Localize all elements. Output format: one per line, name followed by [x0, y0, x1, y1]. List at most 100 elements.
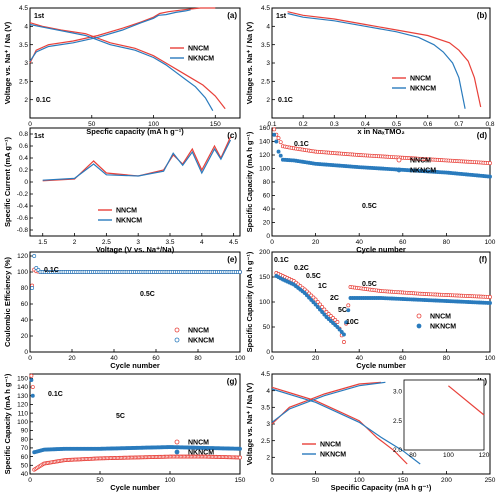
- series-line-nkncm: [287, 12, 466, 109]
- y-tick-label: 20: [263, 220, 271, 227]
- data-point-nkncm: [488, 174, 492, 179]
- data-point-nkncm: [274, 139, 279, 144]
- y-tick-label: 2.5: [261, 438, 270, 445]
- plot-frame: [29, 373, 241, 475]
- legend-label: NNCM: [188, 328, 209, 335]
- data-point-nncm: [29, 373, 34, 378]
- y-axis-label: Coulombic Efficiency (%): [3, 256, 12, 347]
- x-axis-label: Cycle number: [356, 245, 406, 254]
- data-point-nncm: [320, 305, 325, 309]
- legend-swatch: [174, 337, 180, 343]
- x-axis-label: Specific Capacity (mA h g⁻¹): [331, 483, 432, 492]
- y-tick-label: -0.4: [17, 203, 29, 210]
- y-tick-label: 4.5: [261, 371, 270, 378]
- y-tick-label: 0: [24, 349, 28, 356]
- x-tick-label: 60: [399, 355, 407, 362]
- annotation: 2C: [330, 295, 339, 302]
- annotation: 0.5C: [140, 291, 155, 298]
- data-point-nkncm: [30, 393, 35, 398]
- chart-panel-g: 0 50 100 150405060708090100110120130140150C…: [3, 373, 246, 492]
- data-point-nkncm: [32, 254, 37, 258]
- data-point-nncm: [313, 297, 318, 302]
- chart-panel-d: 0 20 40 60 80 100 0 20 40 60 80 100 120 140 160 Cycle n…: [245, 125, 496, 254]
- x-tick-label: 20: [312, 355, 320, 362]
- inset-x-tick-label: 120: [479, 452, 490, 459]
- y-tick-label: 0.4: [19, 155, 28, 162]
- x-axis-label: x in NaₓTMO₂: [357, 127, 404, 136]
- inset-y-tick-label: 2.5: [393, 418, 402, 425]
- data-point-nkncm: [238, 270, 242, 274]
- y-tick-label: 160: [259, 125, 270, 132]
- y-tick-label: 100: [17, 419, 28, 426]
- series-line-nkncm: [29, 9, 191, 62]
- series-line-nkncm: [271, 381, 386, 423]
- y-tick-label: 0: [266, 349, 270, 356]
- y-tick-label: 70: [21, 445, 29, 452]
- x-tick-label: 4.5: [229, 239, 238, 246]
- y-tick-label: 3: [266, 60, 270, 67]
- y-tick-label: 4.5: [261, 5, 270, 12]
- chart-panel-f: 0 20 40 60 80 100 0 50 100 150 200 Cycle number Spec…: [245, 249, 496, 370]
- x-axis-label: Cycle number: [110, 361, 160, 370]
- y-tick-label: 50: [21, 463, 29, 470]
- x-tick-label: 0.4: [361, 121, 370, 128]
- x-tick-label: 80: [194, 355, 202, 362]
- y-tick-label: 50: [263, 324, 271, 331]
- legend-swatch: [416, 313, 422, 319]
- y-tick-label: 80: [21, 285, 29, 292]
- annotation: 10C: [346, 319, 359, 326]
- x-tick-label: 0.6: [423, 121, 432, 128]
- data-point-nkncm: [238, 446, 242, 451]
- data-point-nncm: [346, 303, 351, 308]
- x-tick-label: 150: [397, 477, 408, 484]
- legend-swatch: [396, 157, 402, 163]
- annotation: 0.1C: [48, 391, 63, 398]
- y-tick-label: 120: [259, 152, 270, 159]
- data-point-nkncm: [311, 300, 316, 305]
- legend-label: NKNCM: [188, 56, 214, 63]
- annotation: 1st: [34, 13, 45, 20]
- data-point-nkncm: [307, 295, 312, 300]
- data-point-nkncm: [335, 325, 340, 329]
- y-tick-label: 4: [24, 24, 28, 31]
- x-tick-label: 3: [136, 239, 140, 246]
- y-tick-label: 0.2: [19, 167, 28, 174]
- annotation: 0.5C: [362, 281, 377, 288]
- data-point-nkncm: [304, 293, 309, 298]
- x-tick-label: 0: [28, 477, 32, 484]
- legend-swatch: [174, 327, 180, 333]
- x-tick-label: 250: [485, 477, 496, 484]
- data-point-nncm: [335, 320, 340, 324]
- data-point-nncm: [30, 385, 35, 389]
- y-tick-label: 100: [259, 299, 270, 306]
- y-tick-label: 90: [21, 428, 29, 435]
- x-tick-label: 0: [28, 355, 32, 362]
- x-axis-label: Cycle number: [110, 483, 160, 492]
- legend-label: NKNCM: [116, 218, 142, 225]
- y-tick-label: 130: [17, 393, 28, 400]
- y-tick-label: 60: [21, 301, 29, 308]
- y-axis-label: Voltage vs. Na⁺ / Na (V): [245, 21, 254, 104]
- legend-swatch: [174, 439, 180, 445]
- x-tick-label: 0.8: [485, 121, 494, 128]
- y-tick-label: 60: [263, 193, 271, 200]
- inset-y-tick-label: 3.0: [393, 389, 402, 396]
- y-tick-label: 20: [21, 333, 29, 340]
- x-tick-label: 60: [399, 239, 407, 246]
- y-tick-label: 3.5: [261, 405, 270, 412]
- x-tick-label: 0.2: [299, 121, 308, 128]
- series-line-nncm: [29, 22, 226, 110]
- y-tick-label: 150: [17, 376, 28, 383]
- annotation: 5C: [338, 307, 347, 314]
- series-line-nkncm: [42, 139, 232, 181]
- inset-x-tick-label: 80: [409, 452, 417, 459]
- series-line-nncm: [29, 7, 216, 64]
- x-tick-label: 50: [88, 121, 96, 128]
- data-point-nkncm: [29, 378, 34, 383]
- x-tick-label: 0: [270, 477, 274, 484]
- data-point-nkncm: [302, 291, 307, 295]
- annotation: 0.5C: [306, 273, 321, 280]
- chart-panel-b: 0.1 0.2 0.3 0.4 0.5 0.6 0.7 0.8 2 2.5 3 3.5 4 4.5 x in…: [245, 5, 495, 136]
- plot-frame: [29, 251, 241, 353]
- annotation: 0.2C: [294, 265, 309, 272]
